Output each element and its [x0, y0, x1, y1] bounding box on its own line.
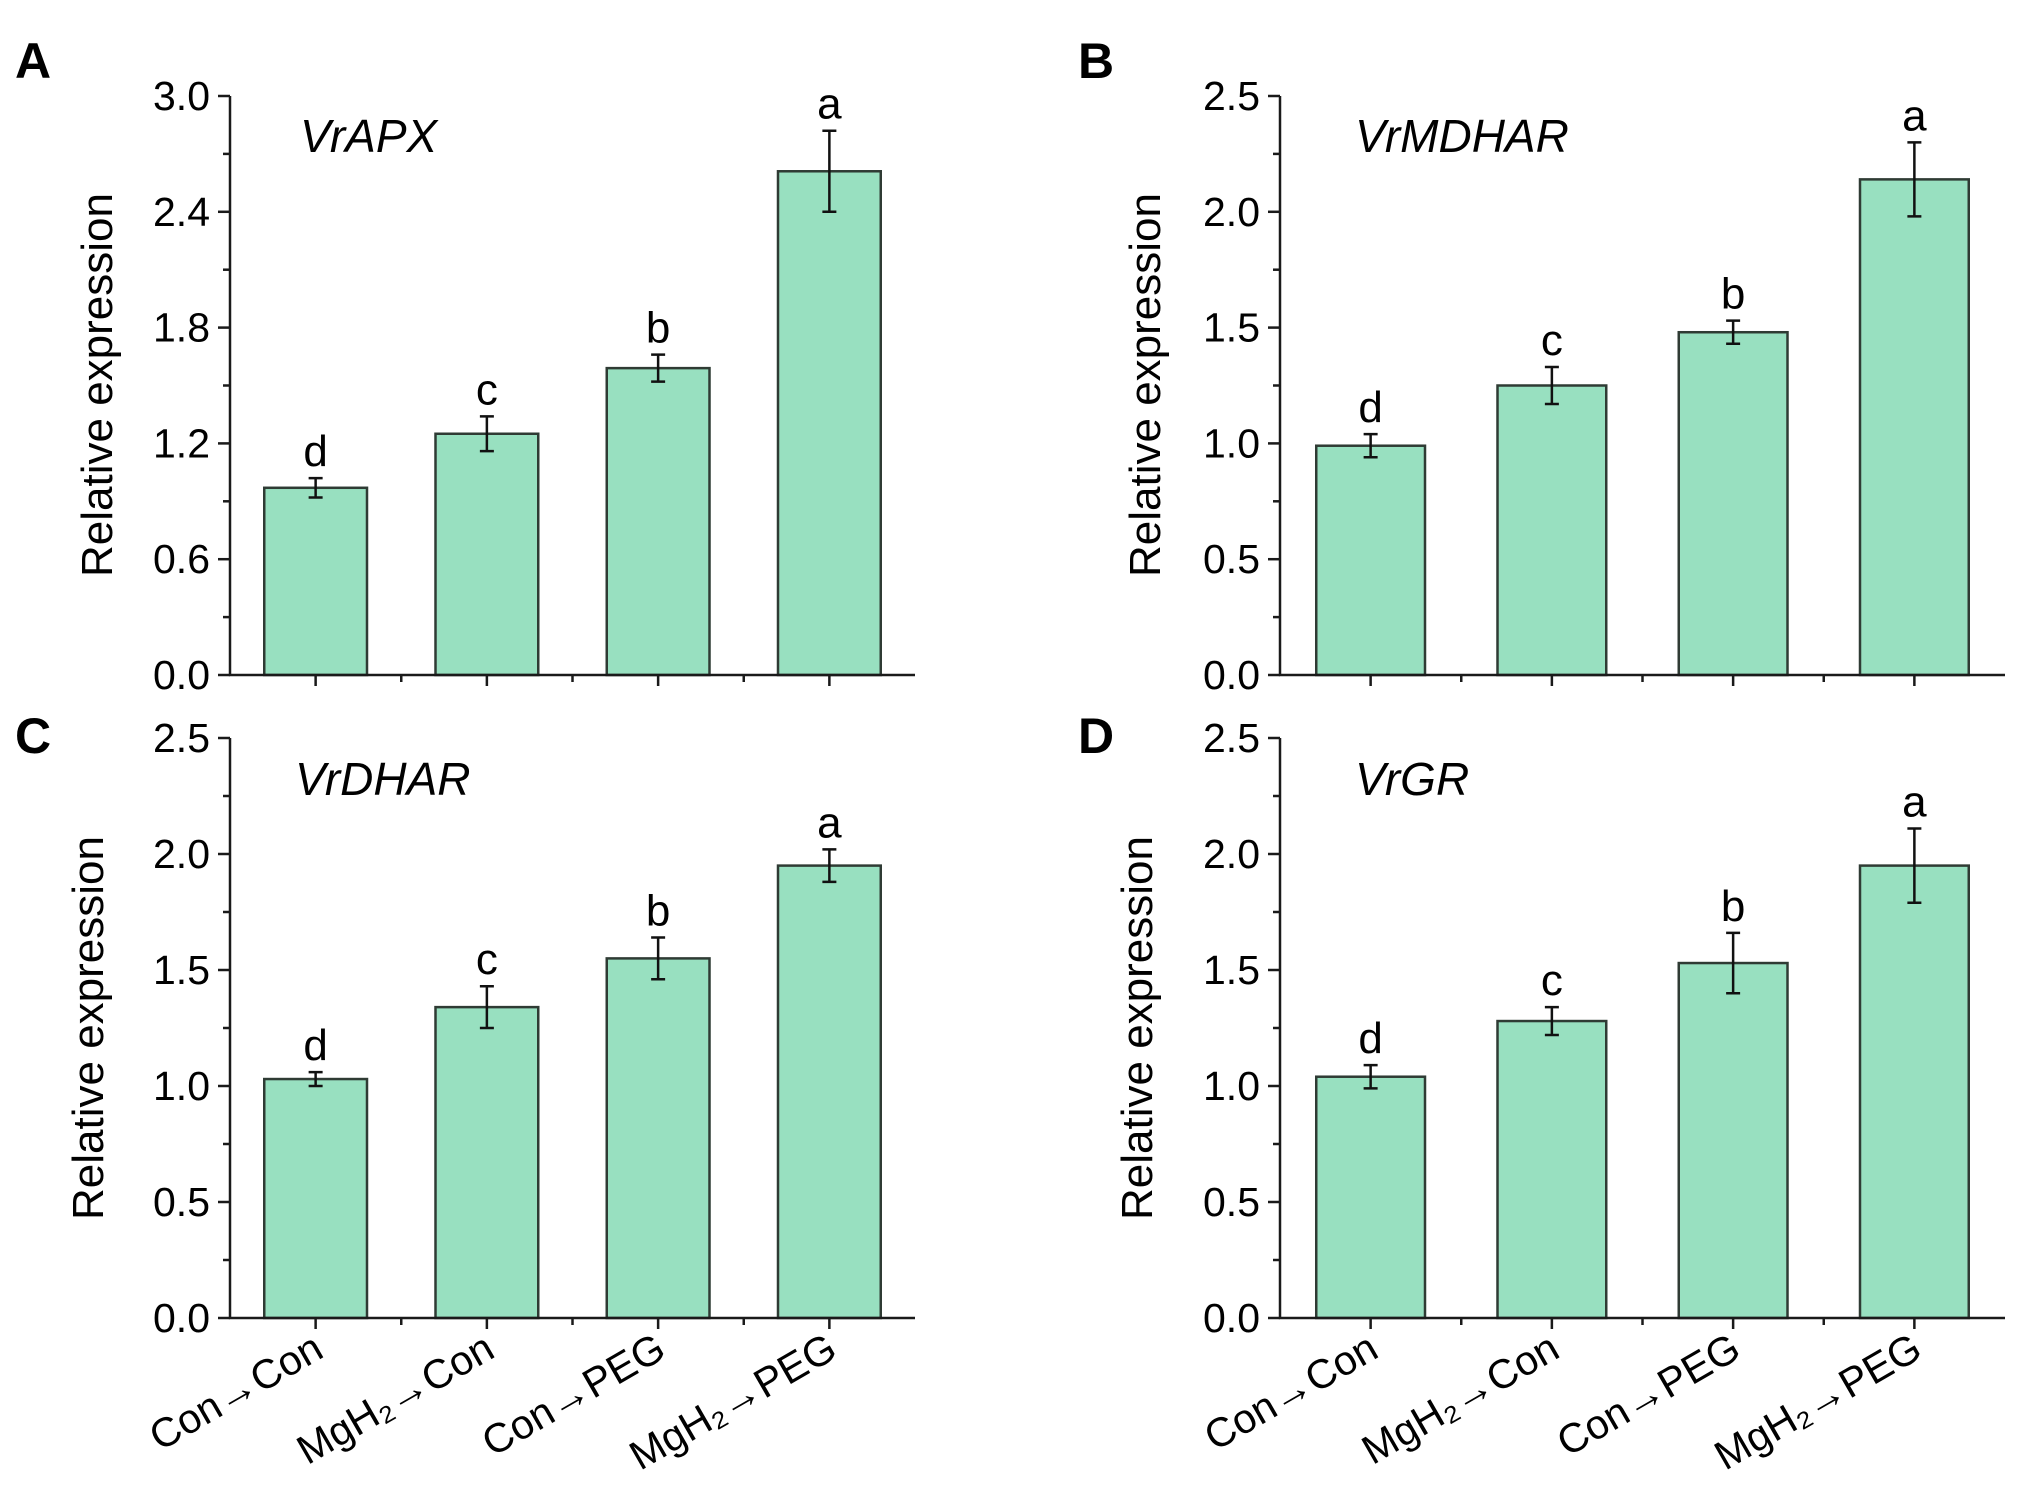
error-bar	[1726, 319, 1741, 346]
significance-letter: c	[1541, 956, 1563, 1005]
error-bar	[1544, 1005, 1559, 1037]
significance-letter: b	[1721, 270, 1745, 319]
y-axis-label: Relative expression	[64, 836, 113, 1220]
gene-title: VrGR	[1355, 753, 1469, 805]
y-axis-label: Relative expression	[73, 193, 122, 577]
y-tick-label: 0.0	[153, 1295, 210, 1341]
y-tick-label: 0.0	[1203, 1295, 1260, 1341]
error-bar	[1363, 1063, 1378, 1090]
y-axis-label: Relative expression	[1113, 836, 1162, 1220]
y-tick-label: 2.0	[1203, 189, 1260, 235]
significance-letter: a	[817, 798, 842, 847]
bar	[434, 1005, 540, 1320]
y-tick-label: 2.5	[1203, 715, 1260, 761]
y-tick-label: 2.5	[153, 715, 210, 761]
bar	[263, 1077, 369, 1320]
error-bar	[1363, 432, 1378, 459]
bar	[605, 366, 711, 677]
significance-letter: d	[303, 427, 327, 476]
significance-letter: a	[1902, 777, 1927, 826]
significance-letter: c	[476, 935, 498, 984]
error-bar	[308, 476, 323, 499]
error-bar	[479, 984, 494, 1030]
y-tick-label: 1.0	[1203, 420, 1260, 466]
y-tick-label: 1.0	[1203, 1063, 1260, 1109]
panel-letter: C	[15, 708, 51, 764]
significance-letter: c	[476, 365, 498, 414]
significance-letter: a	[817, 80, 842, 129]
panel-a: A VrAPX Relative expression d c b a 0.0 0.6 1.2 1.…	[15, 33, 915, 698]
gene-title: VrMDHAR	[1355, 110, 1569, 162]
bar	[1496, 1019, 1608, 1320]
significance-letter: d	[1358, 383, 1382, 432]
panel-letter: A	[15, 33, 51, 89]
x-category-label: MgH₂→PEG	[1707, 1324, 1929, 1479]
error-bar	[651, 353, 666, 383]
panel-letter: D	[1078, 708, 1114, 764]
y-tick-label: 0.5	[153, 1179, 210, 1225]
gene-title: VrAPX	[300, 110, 440, 162]
y-tick-label: 1.5	[153, 947, 210, 993]
x-category-label: MgH₂→Con	[1354, 1324, 1566, 1473]
error-bar	[1726, 931, 1741, 995]
y-tick-label: 0.6	[153, 536, 210, 582]
bar	[1315, 1075, 1427, 1320]
panel-b: B VrMDHAR Relative expression d c b a 0.0 0.5 1.0…	[1078, 33, 2005, 698]
y-tick-label: 0.5	[1203, 536, 1260, 582]
significance-letter: b	[1721, 882, 1745, 931]
y-tick-label: 1.5	[1203, 305, 1260, 351]
bar	[1496, 384, 1608, 677]
y-tick-label: 1.0	[153, 1063, 210, 1109]
significance-letter: d	[1358, 1014, 1382, 1063]
y-tick-label: 0.5	[1203, 1179, 1260, 1225]
error-bar	[822, 848, 837, 884]
bar	[776, 170, 882, 677]
bar	[1677, 330, 1789, 677]
error-bar	[651, 936, 666, 981]
y-tick-label: 3.0	[153, 73, 210, 119]
y-tick-label: 1.2	[153, 420, 210, 466]
error-bar	[308, 1070, 323, 1088]
error-bar	[479, 415, 494, 453]
significance-letter: b	[646, 304, 670, 353]
y-tick-label: 1.8	[153, 305, 210, 351]
y-tick-label: 0.0	[153, 652, 210, 698]
panel-letter: B	[1078, 33, 1114, 89]
error-bar	[1544, 365, 1559, 406]
significance-letter: d	[303, 1021, 327, 1070]
y-tick-label: 2.4	[153, 189, 210, 235]
y-tick-label: 0.0	[1203, 652, 1260, 698]
bar	[1677, 961, 1789, 1320]
y-tick-label: 2.0	[1203, 831, 1260, 877]
panel-d: D VrGR Relative expression d c b a 0.0 0.5 1.0 1.5…	[1078, 708, 2005, 1479]
panel-c: C VrDHAR Relative expression d c b a 0.0 0.5 1.0 1…	[15, 708, 915, 1479]
bar	[1858, 178, 1970, 677]
error-bar	[822, 129, 837, 214]
x-category-label: MgH₂→Con	[289, 1324, 501, 1473]
significance-letter: a	[1902, 91, 1927, 140]
y-tick-label: 2.5	[1203, 73, 1260, 119]
y-axis-label: Relative expression	[1121, 193, 1170, 577]
bar	[434, 432, 540, 677]
bar	[1315, 444, 1427, 677]
significance-letter: b	[646, 887, 670, 936]
bar	[605, 957, 711, 1320]
bar	[1858, 864, 1970, 1320]
error-bar	[1907, 827, 1922, 904]
bar	[263, 486, 369, 677]
significance-letter: c	[1541, 316, 1563, 365]
bar	[776, 864, 882, 1320]
error-bar	[1907, 141, 1922, 218]
y-tick-label: 2.0	[153, 831, 210, 877]
y-tick-label: 1.5	[1203, 947, 1260, 993]
gene-title: VrDHAR	[295, 753, 471, 805]
